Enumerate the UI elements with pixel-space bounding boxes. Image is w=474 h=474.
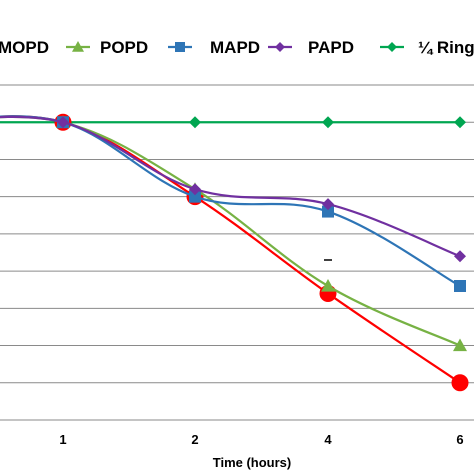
gridlines — [0, 84, 474, 421]
data-point — [321, 279, 335, 292]
legend-marker — [387, 42, 397, 52]
data-point — [189, 190, 201, 203]
x-tick-label: 1 — [59, 432, 66, 447]
legend-item: MAPD — [168, 38, 260, 57]
x-tick-label: 2 — [191, 432, 198, 447]
legend-label: MOPD — [0, 38, 49, 57]
x-tick-label: 4 — [324, 432, 332, 447]
series-mopd — [0, 113, 469, 392]
legend-item: MOPD — [0, 38, 49, 57]
legend-label: ¼ Ring — [418, 38, 474, 57]
series-layer — [0, 113, 469, 392]
series-popd — [0, 115, 467, 352]
x-axis-title: Time (hours) — [213, 455, 292, 470]
series-mapd — [0, 115, 466, 292]
legend-label: MAPD — [210, 38, 260, 57]
x-tick-labels: 1 2 4 6 — [59, 432, 463, 447]
series-line — [0, 115, 461, 258]
data-point — [322, 205, 334, 218]
legend: MOPD POPD MAPD PAPD ¼ Ring — [0, 38, 474, 57]
legend-label: POPD — [100, 38, 148, 57]
legend-item: ¼ Ring — [380, 38, 474, 57]
data-point — [189, 116, 201, 129]
series-line — [0, 115, 461, 287]
data-point — [454, 280, 466, 292]
data-point — [453, 338, 467, 352]
data-point — [454, 250, 466, 263]
series-line — [0, 115, 461, 384]
data-point — [451, 374, 469, 392]
legend-label: PAPD — [308, 38, 354, 57]
series-line — [0, 115, 461, 347]
legend-marker — [275, 42, 285, 52]
legend-marker — [175, 42, 185, 52]
data-point — [454, 116, 466, 129]
x-tick-label: 6 — [456, 432, 463, 447]
legend-marker — [72, 41, 84, 52]
data-point — [322, 116, 334, 129]
legend-item: POPD — [66, 38, 148, 57]
data-point — [189, 183, 201, 196]
legend-item: PAPD — [268, 38, 354, 57]
data-point — [322, 198, 334, 211]
series-papd — [0, 115, 466, 263]
data-point — [57, 116, 69, 129]
